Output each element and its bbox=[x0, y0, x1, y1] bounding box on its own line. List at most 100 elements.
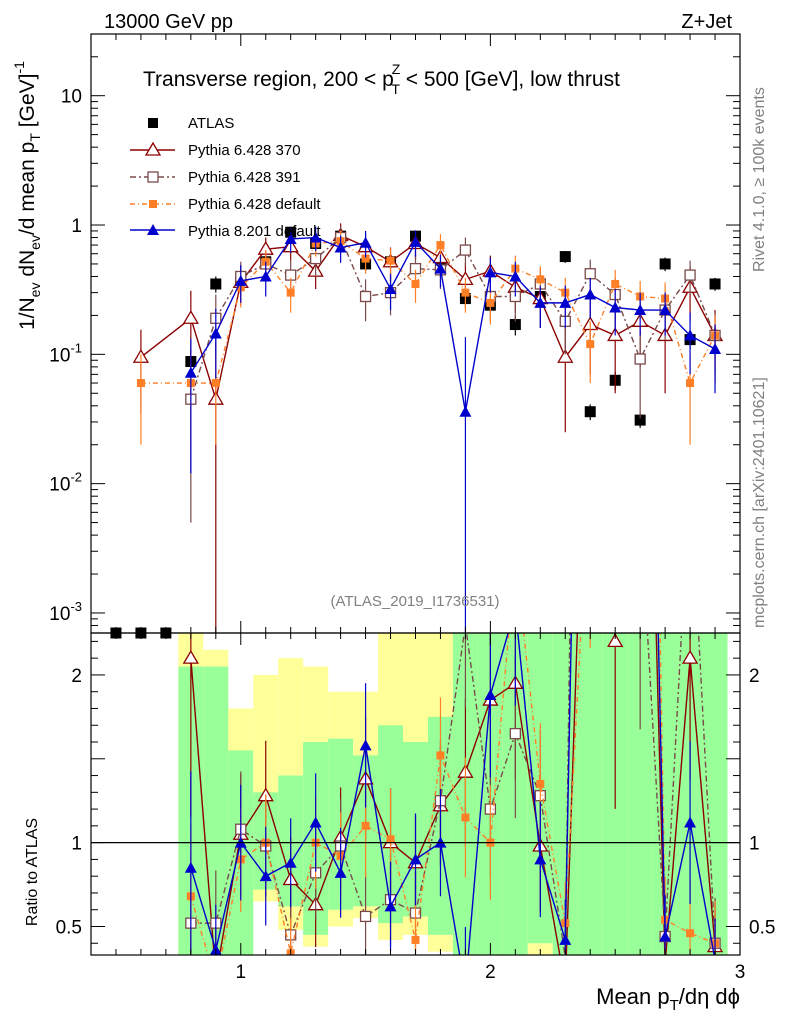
data-point bbox=[557, 348, 574, 363]
ratio-point bbox=[259, 870, 272, 882]
svg-text:ATLAS: ATLAS bbox=[188, 115, 234, 132]
series-line bbox=[140, 234, 716, 402]
ratio-line bbox=[190, 633, 716, 955]
data-point bbox=[534, 296, 547, 308]
y-tick-label: 10 bbox=[61, 87, 82, 108]
ratio-point bbox=[536, 779, 545, 788]
chart-title: Transverse region, 200 < pZ T < 500 [GeV]… bbox=[143, 61, 620, 97]
data-point bbox=[584, 268, 596, 280]
series-line bbox=[190, 236, 716, 412]
ratio-point bbox=[484, 689, 497, 701]
y-axis-label: 1/Nev dNev/d mean pT [GeV]-1 bbox=[11, 61, 43, 330]
data-point bbox=[684, 269, 696, 281]
header-right: Z+Jet bbox=[681, 11, 732, 33]
data-point bbox=[386, 256, 395, 265]
data-point bbox=[209, 327, 222, 339]
data-point bbox=[436, 241, 445, 250]
ratio-point bbox=[684, 816, 697, 828]
data-point bbox=[609, 301, 622, 313]
data-point bbox=[434, 262, 447, 274]
ratio-uncertainty-band bbox=[178, 633, 728, 955]
data-point bbox=[584, 406, 596, 418]
ratio-point bbox=[334, 866, 347, 878]
legend-entry-atlas: ATLAS bbox=[148, 115, 234, 132]
data-point bbox=[411, 279, 420, 288]
ratio-point bbox=[686, 929, 695, 938]
ratio-tick-label: 0.5 bbox=[56, 917, 82, 938]
ratio-point bbox=[384, 900, 397, 912]
x-tick-label: 2 bbox=[485, 962, 496, 983]
ratio-series-4 bbox=[184, 633, 716, 955]
data-point bbox=[359, 290, 372, 303]
series-line bbox=[140, 240, 716, 385]
svg-text:Pythia 8.201 default: Pythia 8.201 default bbox=[188, 223, 321, 240]
ratio-point bbox=[359, 739, 372, 751]
rivet-label: Rivet 4.1.0, ≥ 100k events bbox=[751, 87, 768, 272]
legend-entry-pythia8-default: Pythia 8.201 default bbox=[130, 223, 321, 240]
data-point bbox=[234, 274, 247, 286]
ratio-point bbox=[361, 821, 370, 830]
data-point bbox=[611, 279, 620, 288]
series-4 bbox=[184, 226, 722, 633]
data-point bbox=[509, 270, 522, 282]
data-point bbox=[659, 304, 672, 316]
ratio-point bbox=[607, 633, 624, 648]
ratio-axis-label: Ratio to ATLAS bbox=[24, 818, 41, 926]
mcplots-label: mcplots.cern.ch [arXiv:2401.10621] bbox=[751, 377, 768, 628]
data-point bbox=[384, 283, 397, 295]
data-point bbox=[259, 270, 272, 282]
data-point bbox=[659, 258, 671, 270]
data-point bbox=[486, 298, 495, 307]
ratio-clip bbox=[91, 633, 740, 955]
ratio-series bbox=[91, 633, 740, 955]
data-point bbox=[359, 236, 372, 248]
x-tick-label: 3 bbox=[735, 962, 746, 983]
ratio-point bbox=[359, 910, 372, 923]
ratio-point bbox=[182, 649, 199, 664]
ratio-tick-label: 2 bbox=[71, 666, 82, 687]
axis-ticks: 1 2 3 10-3 10-2 10-1 1 10 0.5 0.5 1 1 2 2 bbox=[49, 33, 775, 983]
data-point bbox=[709, 278, 721, 290]
ratio-tick-label-right: 0.5 bbox=[749, 917, 775, 938]
ratio-point bbox=[659, 930, 672, 942]
x-axis-label: Mean pT/dη dϕ bbox=[596, 984, 740, 1014]
data-point bbox=[334, 241, 347, 253]
y-tick-label: 10-3 bbox=[49, 599, 82, 625]
ratio-point bbox=[461, 813, 470, 822]
data-point bbox=[211, 379, 220, 388]
ratio-point bbox=[509, 727, 521, 740]
legend: ATLAS Pythia 6.428 370 Pythia 6.428 391 … bbox=[130, 115, 321, 240]
band-stat-16 bbox=[577, 633, 603, 955]
data-point bbox=[559, 251, 571, 263]
data-point bbox=[459, 244, 472, 256]
legend-entry-pythia6-370: Pythia 6.428 370 bbox=[130, 141, 301, 159]
ratio-line bbox=[190, 633, 716, 955]
svg-text:Pythia 6.428 391: Pythia 6.428 391 bbox=[188, 169, 301, 186]
data-point bbox=[684, 329, 697, 341]
data-point bbox=[309, 231, 322, 243]
ratio-point bbox=[386, 835, 395, 844]
ratio-point bbox=[184, 861, 197, 873]
data-point bbox=[361, 254, 370, 263]
data-point bbox=[459, 405, 472, 417]
ratio-tick-label-right: 1 bbox=[749, 834, 760, 855]
data-point bbox=[284, 232, 297, 244]
y-tick-label: 10-1 bbox=[49, 340, 82, 366]
data-point bbox=[484, 266, 497, 278]
x-tick-label: 1 bbox=[235, 962, 246, 983]
ratio-point bbox=[284, 856, 297, 868]
data-point bbox=[409, 235, 422, 247]
data-point bbox=[536, 275, 545, 284]
data-point bbox=[136, 379, 145, 388]
ratio-line bbox=[190, 633, 716, 955]
legend-entry-pythia6-default: Pythia 6.428 default bbox=[130, 196, 321, 213]
ratio-line bbox=[190, 633, 715, 955]
main-series bbox=[110, 223, 724, 639]
ratio-point bbox=[534, 853, 547, 865]
data-point bbox=[709, 342, 722, 354]
data-point bbox=[559, 296, 572, 308]
data-point bbox=[584, 288, 597, 300]
data-point bbox=[461, 288, 470, 297]
ratio-point bbox=[681, 649, 699, 664]
